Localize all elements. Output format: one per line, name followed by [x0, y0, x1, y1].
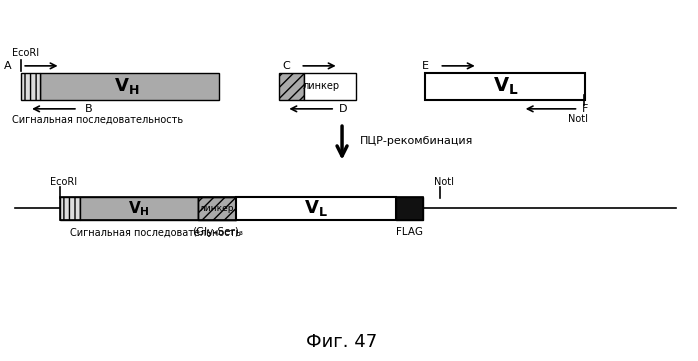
Text: линкер: линкер — [303, 82, 340, 91]
FancyBboxPatch shape — [426, 73, 586, 100]
Text: $\mathregular{V_H}$: $\mathregular{V_H}$ — [114, 77, 140, 96]
Text: $\mathregular{V_L}$: $\mathregular{V_L}$ — [304, 198, 328, 218]
Text: $\mathregular{V_H}$: $\mathregular{V_H}$ — [128, 199, 150, 218]
Text: B: B — [85, 104, 92, 114]
FancyBboxPatch shape — [396, 197, 423, 220]
FancyBboxPatch shape — [80, 197, 198, 220]
FancyBboxPatch shape — [21, 73, 40, 100]
Text: D: D — [339, 104, 347, 114]
Text: $\mathregular{V_L}$: $\mathregular{V_L}$ — [493, 76, 518, 97]
FancyBboxPatch shape — [237, 197, 396, 220]
Text: NotI: NotI — [433, 177, 454, 187]
Text: C: C — [282, 61, 290, 71]
FancyBboxPatch shape — [279, 73, 304, 100]
Text: E: E — [422, 61, 429, 71]
Text: FLAG: FLAG — [396, 227, 423, 238]
FancyBboxPatch shape — [40, 73, 219, 100]
FancyBboxPatch shape — [304, 73, 356, 100]
Text: ПЦР-рекомбинация: ПЦР-рекомбинация — [359, 136, 473, 146]
Text: EcoRI: EcoRI — [12, 48, 39, 58]
Text: Фиг. 47: Фиг. 47 — [306, 333, 378, 351]
Text: Сигнальная последовательность: Сигнальная последовательность — [70, 227, 242, 238]
Text: NotI: NotI — [568, 114, 588, 124]
FancyBboxPatch shape — [198, 197, 237, 220]
Text: линкер: линкер — [200, 204, 235, 213]
FancyBboxPatch shape — [61, 197, 80, 220]
Text: Сигнальная последовательность: Сигнальная последовательность — [12, 114, 183, 125]
Text: EcoRI: EcoRI — [50, 177, 77, 187]
Text: F: F — [582, 104, 588, 114]
Text: (Gly₄Ser)₃: (Gly₄Ser)₃ — [192, 227, 243, 238]
Text: A: A — [4, 61, 12, 71]
